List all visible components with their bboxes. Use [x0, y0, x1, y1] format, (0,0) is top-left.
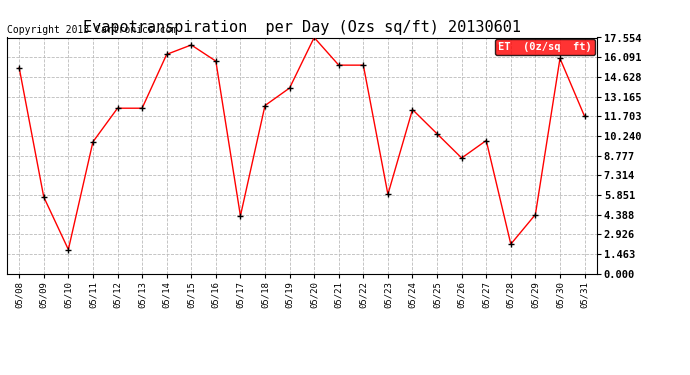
- Title: Evapotranspiration  per Day (Ozs sq/ft) 20130601: Evapotranspiration per Day (Ozs sq/ft) 2…: [83, 20, 521, 35]
- Text: Copyright 2013 Cartronics.com: Copyright 2013 Cartronics.com: [7, 25, 177, 35]
- Legend: ET  (0z/sq  ft): ET (0z/sq ft): [495, 39, 595, 55]
